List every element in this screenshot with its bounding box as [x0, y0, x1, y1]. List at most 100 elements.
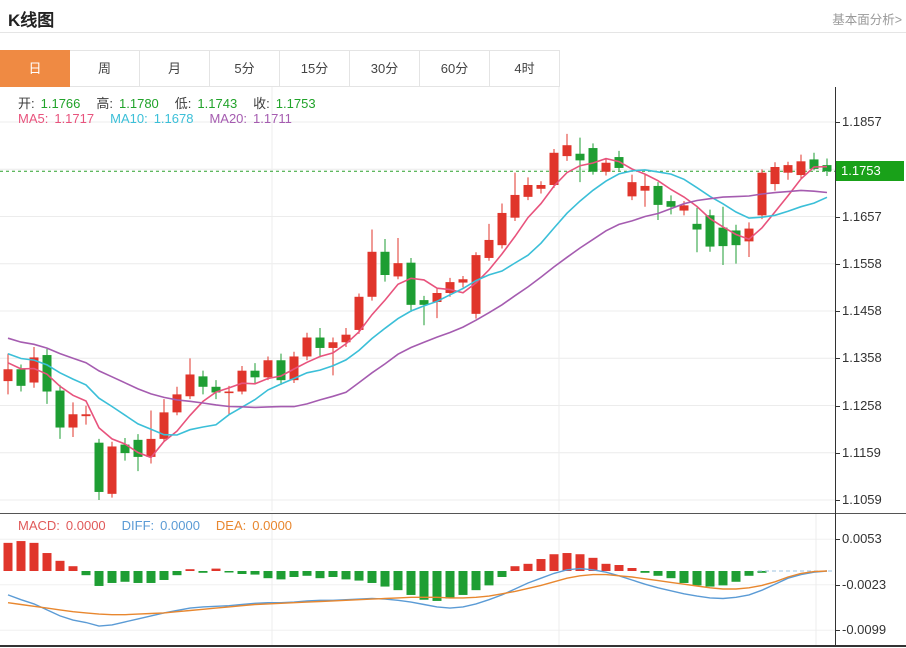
macd-bar	[393, 571, 403, 591]
macd-bar	[16, 541, 26, 571]
candle-body	[679, 205, 689, 211]
candlestick-chart[interactable]	[0, 87, 835, 511]
macd-bar	[3, 542, 13, 571]
macd-bar	[276, 571, 286, 580]
macd-bar	[445, 571, 455, 599]
macd-bar	[133, 571, 143, 583]
tab-month[interactable]: 月	[140, 50, 210, 87]
tab-day[interactable]: 日	[0, 50, 70, 87]
macd-bar	[562, 553, 572, 571]
candle-body	[224, 391, 234, 394]
candle-body	[328, 342, 338, 348]
timeframe-tabs: 日周月 5分 15分 30分 60分 4时	[0, 50, 560, 87]
candle-body	[406, 262, 416, 305]
candle-body	[536, 185, 546, 189]
macd-bar	[42, 553, 52, 571]
macd-bar	[29, 542, 39, 571]
macd-bar	[614, 565, 624, 571]
legend-value: 1.1743	[197, 96, 238, 111]
candle-body	[68, 414, 78, 428]
fundamental-analysis-link[interactable]: 基本面分析>	[832, 13, 902, 27]
candle-body	[510, 194, 520, 218]
macd-bar	[640, 571, 650, 573]
tab-h4[interactable]: 4时	[490, 50, 560, 87]
axis-tick	[835, 122, 840, 123]
candle-body	[575, 153, 585, 161]
candle-body	[354, 296, 364, 330]
macd-bar	[497, 571, 507, 577]
macd-bar	[315, 571, 325, 579]
macd-bar	[575, 554, 585, 571]
price-axis	[835, 87, 836, 646]
tab-week[interactable]: 周	[70, 50, 140, 87]
candle-body	[562, 145, 572, 157]
candle-body	[523, 185, 533, 197]
candle-body	[640, 185, 650, 191]
candle-body	[731, 230, 741, 246]
candle-body	[796, 161, 806, 176]
legend-value: 0.0000	[160, 518, 200, 533]
macd-bar	[302, 571, 312, 576]
macd-bar	[705, 571, 715, 587]
chart-bottom-border	[0, 645, 906, 647]
axis-label: 1.1059	[842, 492, 882, 507]
candle-body	[133, 439, 143, 457]
axis-tick	[835, 584, 840, 586]
macd-bar	[484, 571, 494, 586]
macd-bar	[432, 571, 442, 601]
macd-bar	[601, 563, 611, 571]
axis-tick	[835, 216, 840, 218]
tab-m5[interactable]: 5分	[210, 50, 280, 87]
candle-body	[458, 279, 468, 283]
axis-tick	[835, 311, 840, 312]
macd-bar	[94, 571, 104, 586]
candle-body	[250, 370, 260, 378]
macd-bar	[458, 571, 468, 595]
macd-bar	[744, 571, 754, 576]
macd-bar	[653, 571, 663, 576]
candle-body	[81, 414, 91, 417]
macd-bar	[250, 571, 260, 575]
candle-body	[107, 446, 117, 494]
candle-body	[263, 360, 273, 378]
legend-value: 1.1678	[153, 111, 194, 126]
macd-bar	[536, 559, 546, 571]
macd-bar	[588, 557, 598, 571]
candle-body	[94, 442, 104, 492]
candle-body	[120, 444, 130, 454]
axis-label: -0.0099	[842, 622, 887, 638]
candle-body	[302, 337, 312, 357]
legend-label: MA20:	[209, 111, 248, 126]
candle-body	[653, 185, 663, 205]
legend-label: 开:	[18, 96, 35, 111]
macd-bar	[549, 554, 559, 571]
macd-bar	[146, 571, 156, 583]
macd-bar	[81, 571, 91, 576]
candle-body	[692, 223, 702, 230]
tab-m15[interactable]: 15分	[280, 50, 350, 87]
candle-body	[549, 152, 559, 185]
candle-body	[666, 201, 676, 207]
candle-body	[419, 300, 429, 305]
macd-chart[interactable]	[0, 513, 835, 645]
axis-label: 1.1657	[842, 208, 882, 224]
candle-body	[29, 357, 39, 383]
axis-label: 1.1159	[842, 444, 881, 460]
legend-value: 1.1766	[40, 96, 81, 111]
macd-bar	[406, 571, 416, 595]
tab-m30[interactable]: 30分	[350, 50, 420, 87]
candle-body	[705, 215, 715, 247]
candle-body	[484, 239, 494, 258]
legend-value: 0.0000	[65, 518, 106, 533]
candle-body	[211, 386, 221, 393]
ma10-line	[7, 169, 828, 436]
legend-label: 低:	[174, 96, 192, 111]
candle-body	[718, 227, 728, 247]
legend-label: MA5:	[18, 111, 49, 126]
candle-body	[159, 412, 169, 439]
candle-body	[185, 374, 195, 397]
macd-bar	[757, 571, 767, 573]
tab-m60[interactable]: 60分	[420, 50, 490, 87]
legend-value: 0.0000	[252, 518, 293, 533]
macd-bar	[627, 568, 637, 571]
